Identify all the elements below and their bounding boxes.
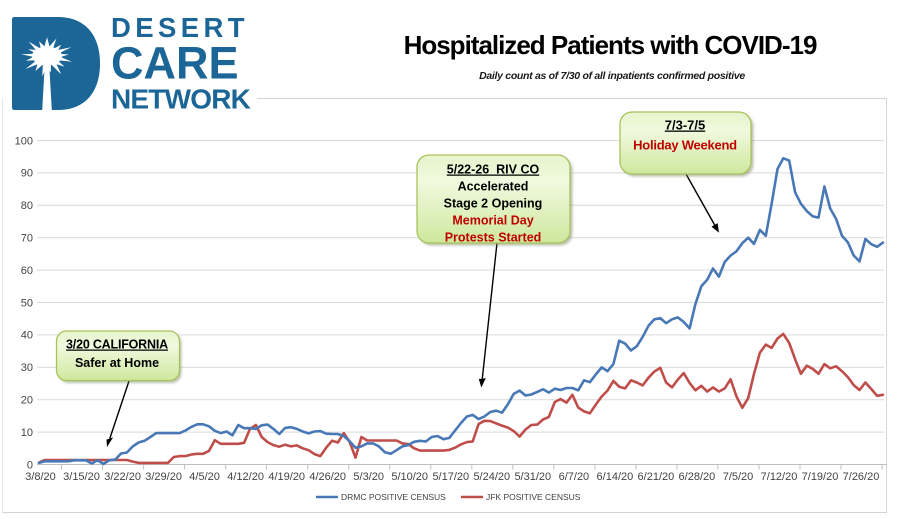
svg-text:90: 90 [21, 168, 33, 180]
svg-text:60: 60 [21, 265, 33, 277]
svg-text:5/24/20: 5/24/20 [473, 471, 510, 483]
svg-text:7/26/20: 7/26/20 [843, 471, 880, 483]
svg-text:Hospitalized Patients with COV: Hospitalized Patients with COVID-19 [404, 30, 817, 60]
svg-text:3/20 CALIFORNIA: 3/20 CALIFORNIA [66, 338, 168, 352]
svg-text:Protests Started: Protests Started [445, 231, 542, 245]
svg-text:NETWORK: NETWORK [111, 84, 251, 115]
svg-text:50: 50 [21, 297, 33, 309]
svg-text:100: 100 [15, 135, 33, 147]
svg-text:6/21/20: 6/21/20 [638, 471, 675, 483]
svg-text:3/8/20: 3/8/20 [25, 471, 56, 483]
svg-text:5/17/20: 5/17/20 [432, 471, 469, 483]
svg-text:30: 30 [21, 362, 33, 374]
svg-text:7/12/20: 7/12/20 [761, 471, 798, 483]
svg-text:Daily count as of 7/30 of all: Daily count as of 7/30 of all inpatients… [479, 70, 745, 82]
svg-text:3/22/20: 3/22/20 [104, 471, 141, 483]
svg-text:DRMC POSITIVE CENSUS: DRMC POSITIVE CENSUS [341, 492, 446, 502]
svg-text:Memorial Day: Memorial Day [452, 214, 533, 228]
svg-text:3/15/20: 3/15/20 [63, 471, 100, 483]
svg-text:7/5/20: 7/5/20 [723, 471, 754, 483]
svg-text:CARE: CARE [111, 38, 239, 89]
svg-text:5/22-26 RIV CO: 5/22-26 RIV CO [447, 163, 540, 177]
svg-text:80: 80 [21, 200, 33, 212]
svg-text:6/7/20: 6/7/20 [559, 471, 590, 483]
svg-text:4/19/20: 4/19/20 [268, 471, 305, 483]
svg-text:Holiday Weekend: Holiday Weekend [633, 138, 737, 153]
svg-text:Accelerated: Accelerated [458, 180, 529, 194]
svg-text:4/5/20: 4/5/20 [189, 471, 220, 483]
svg-text:0: 0 [27, 459, 33, 471]
svg-text:5/31/20: 5/31/20 [514, 471, 551, 483]
svg-text:JFK POSITIVE CENSUS: JFK POSITIVE CENSUS [486, 492, 581, 502]
svg-text:5/10/20: 5/10/20 [391, 471, 428, 483]
svg-text:6/28/20: 6/28/20 [679, 471, 716, 483]
svg-text:Stage 2 Opening: Stage 2 Opening [444, 197, 543, 211]
svg-text:5/3/20: 5/3/20 [353, 471, 384, 483]
svg-text:6/14/20: 6/14/20 [597, 471, 634, 483]
svg-text:20: 20 [21, 395, 33, 407]
svg-text:10: 10 [21, 427, 33, 439]
svg-text:4/26/20: 4/26/20 [309, 471, 346, 483]
svg-text:7/19/20: 7/19/20 [802, 471, 839, 483]
svg-text:7/3-7/5: 7/3-7/5 [665, 118, 705, 133]
svg-text:4/12/20: 4/12/20 [227, 471, 264, 483]
svg-text:40: 40 [21, 330, 33, 342]
svg-text:70: 70 [21, 233, 33, 245]
svg-text:3/29/20: 3/29/20 [145, 471, 182, 483]
svg-text:DESERT: DESERT [111, 12, 249, 43]
svg-text:Safer at Home: Safer at Home [75, 356, 159, 370]
